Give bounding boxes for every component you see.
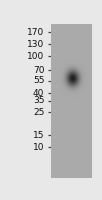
Text: 35: 35 bbox=[33, 96, 44, 105]
Text: 15: 15 bbox=[33, 131, 44, 140]
Text: 55: 55 bbox=[33, 76, 44, 85]
Text: 70: 70 bbox=[33, 66, 44, 75]
FancyBboxPatch shape bbox=[51, 24, 92, 178]
Text: 10: 10 bbox=[33, 143, 44, 152]
Text: 170: 170 bbox=[27, 28, 44, 37]
Text: 40: 40 bbox=[33, 89, 44, 98]
Text: 25: 25 bbox=[33, 108, 44, 117]
Text: 100: 100 bbox=[27, 52, 44, 61]
Text: 130: 130 bbox=[27, 40, 44, 49]
